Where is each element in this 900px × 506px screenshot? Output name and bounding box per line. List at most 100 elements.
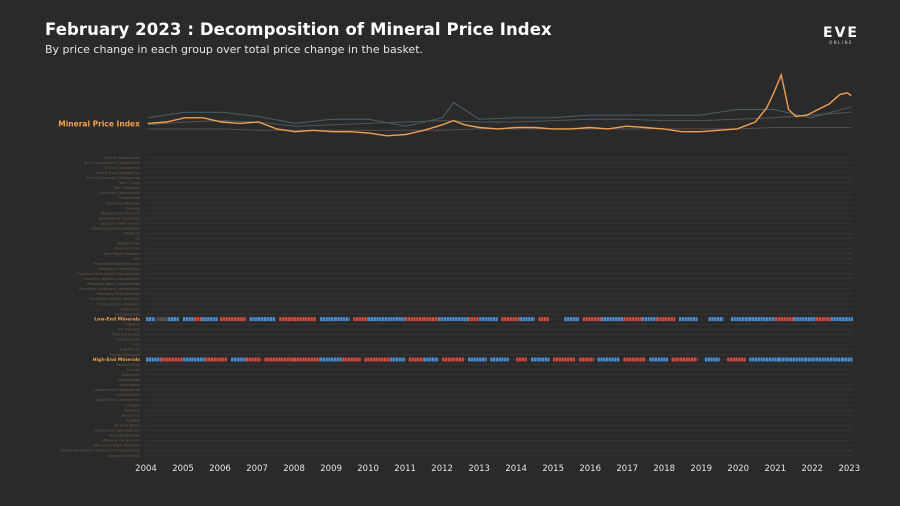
heatmap-cell <box>245 357 246 362</box>
heatmap-cell <box>775 317 778 322</box>
heatmap-cell <box>233 357 237 362</box>
heatmap-cell <box>509 317 512 322</box>
heatmap-cell <box>804 317 808 322</box>
heatmap-cell <box>194 317 197 322</box>
heatmap-cell <box>393 317 396 322</box>
heatmap-cell <box>199 317 202 322</box>
heatmap-cell <box>447 357 450 362</box>
heatmap-cell <box>286 357 289 362</box>
heatmap-cell <box>233 317 237 322</box>
heatmap-cell <box>760 317 763 322</box>
x-tick-label: 2014 <box>505 464 527 474</box>
heatmap-cell <box>640 317 643 322</box>
heatmap-cell <box>455 317 458 322</box>
heatmap-cell <box>481 357 485 362</box>
heatmap-cell <box>830 317 834 322</box>
heatmap-cell <box>398 357 401 362</box>
heatmap-cell <box>807 317 810 322</box>
heatmap-row-label: Planetary Industry Materials <box>89 297 140 301</box>
heatmap-cell <box>336 357 339 362</box>
heatmap-cell <box>515 317 518 322</box>
heatmap-row-label: Tech II Ship Components <box>95 171 140 175</box>
heatmap-cell <box>267 317 270 322</box>
x-tick-label: 2023 <box>838 464 860 474</box>
heatmap-row-label: Tech II Components <box>104 166 140 170</box>
heatmap-cell <box>148 317 151 322</box>
x-tick-label: 2004 <box>135 464 157 474</box>
heatmap-cell <box>183 357 186 362</box>
heatmap-cell <box>207 317 210 322</box>
heatmap-cell <box>390 317 393 322</box>
heatmap-row-label: Tech I Modules <box>113 186 140 190</box>
heatmap-cell <box>617 317 621 322</box>
heatmap-cell <box>208 357 211 362</box>
heatmap-cell <box>146 357 149 362</box>
x-tick-label: 2012 <box>431 464 453 474</box>
heatmap-cell <box>839 317 842 322</box>
heatmap-cell <box>777 357 779 362</box>
heatmap-cell <box>608 357 611 362</box>
x-tick-label: 2016 <box>579 464 601 474</box>
heatmap-cell <box>170 317 174 322</box>
heatmap-cell <box>157 317 160 322</box>
heatmap-row-label: Ice Products <box>118 328 140 332</box>
heatmap-cell <box>684 317 687 322</box>
heatmap-cell <box>281 357 284 362</box>
heatmap-cell <box>813 357 816 362</box>
heatmap-cell <box>294 317 297 322</box>
heatmap-cell <box>395 317 399 322</box>
heatmap-cell <box>275 357 278 362</box>
heatmap-cell <box>569 357 573 362</box>
heatmap-cell <box>501 317 504 322</box>
heatmap-cell <box>384 317 387 322</box>
heatmap-cell <box>652 357 655 362</box>
heatmap-cell <box>204 317 207 322</box>
heatmap-cell <box>558 357 561 362</box>
heatmap-cell <box>339 357 342 362</box>
heatmap-row-label: Planetary Raw Materials <box>97 292 141 296</box>
heatmap-row-label: Advanced Capital Construction Components <box>61 449 141 453</box>
heatmap-cell <box>386 357 389 362</box>
heatmap-cell <box>389 357 391 362</box>
heatmap-cell <box>603 357 606 362</box>
heatmap-cell <box>766 357 769 362</box>
heatmap-cell <box>591 317 594 322</box>
heatmap-cell <box>584 357 587 362</box>
heatmap-cell <box>659 317 662 322</box>
heatmap-cell <box>687 317 690 322</box>
heatmap-cell <box>821 357 824 362</box>
heatmap-cell <box>293 317 295 322</box>
heatmap-cell <box>421 317 424 322</box>
heatmap-row-label: Reaction Ores <box>115 247 140 251</box>
heatmap-cell <box>257 357 260 362</box>
heatmap-cell <box>279 317 282 322</box>
heatmap-cell <box>438 317 441 322</box>
x-axis: 2004 2005 2006 2007 2008 2009 2010 2011 2012 2013… <box>135 464 860 474</box>
heatmap-cell <box>674 357 677 362</box>
mineral-price-index-line <box>147 72 852 137</box>
heatmap-cell <box>270 357 273 362</box>
heatmap-cell <box>493 317 496 322</box>
heatmap-cell <box>835 357 838 362</box>
heatmap-cell <box>538 317 541 322</box>
heatmap-cell <box>328 317 331 322</box>
x-tick-label: 2017 <box>616 464 638 474</box>
heatmap-cell <box>168 317 171 322</box>
heatmap-cell <box>222 317 226 322</box>
heatmap-cell <box>305 317 308 322</box>
heatmap-cell <box>546 317 549 322</box>
heatmap-cell <box>283 357 287 362</box>
heatmap-cell <box>196 357 200 362</box>
heatmap-cell <box>587 357 590 362</box>
heatmap-cell <box>829 317 831 322</box>
heatmap-cell <box>294 357 297 362</box>
heatmap-cell <box>605 357 609 362</box>
heatmap-row-label: Raw Moon Materials <box>104 252 140 256</box>
heatmap-cell <box>461 357 464 362</box>
heatmap-cell <box>343 317 346 322</box>
heatmap-cell <box>736 317 739 322</box>
heatmap-cell <box>743 357 746 362</box>
heatmap-cell <box>456 357 459 362</box>
heatmap-cell <box>732 357 735 362</box>
heatmap-cell <box>533 317 535 322</box>
